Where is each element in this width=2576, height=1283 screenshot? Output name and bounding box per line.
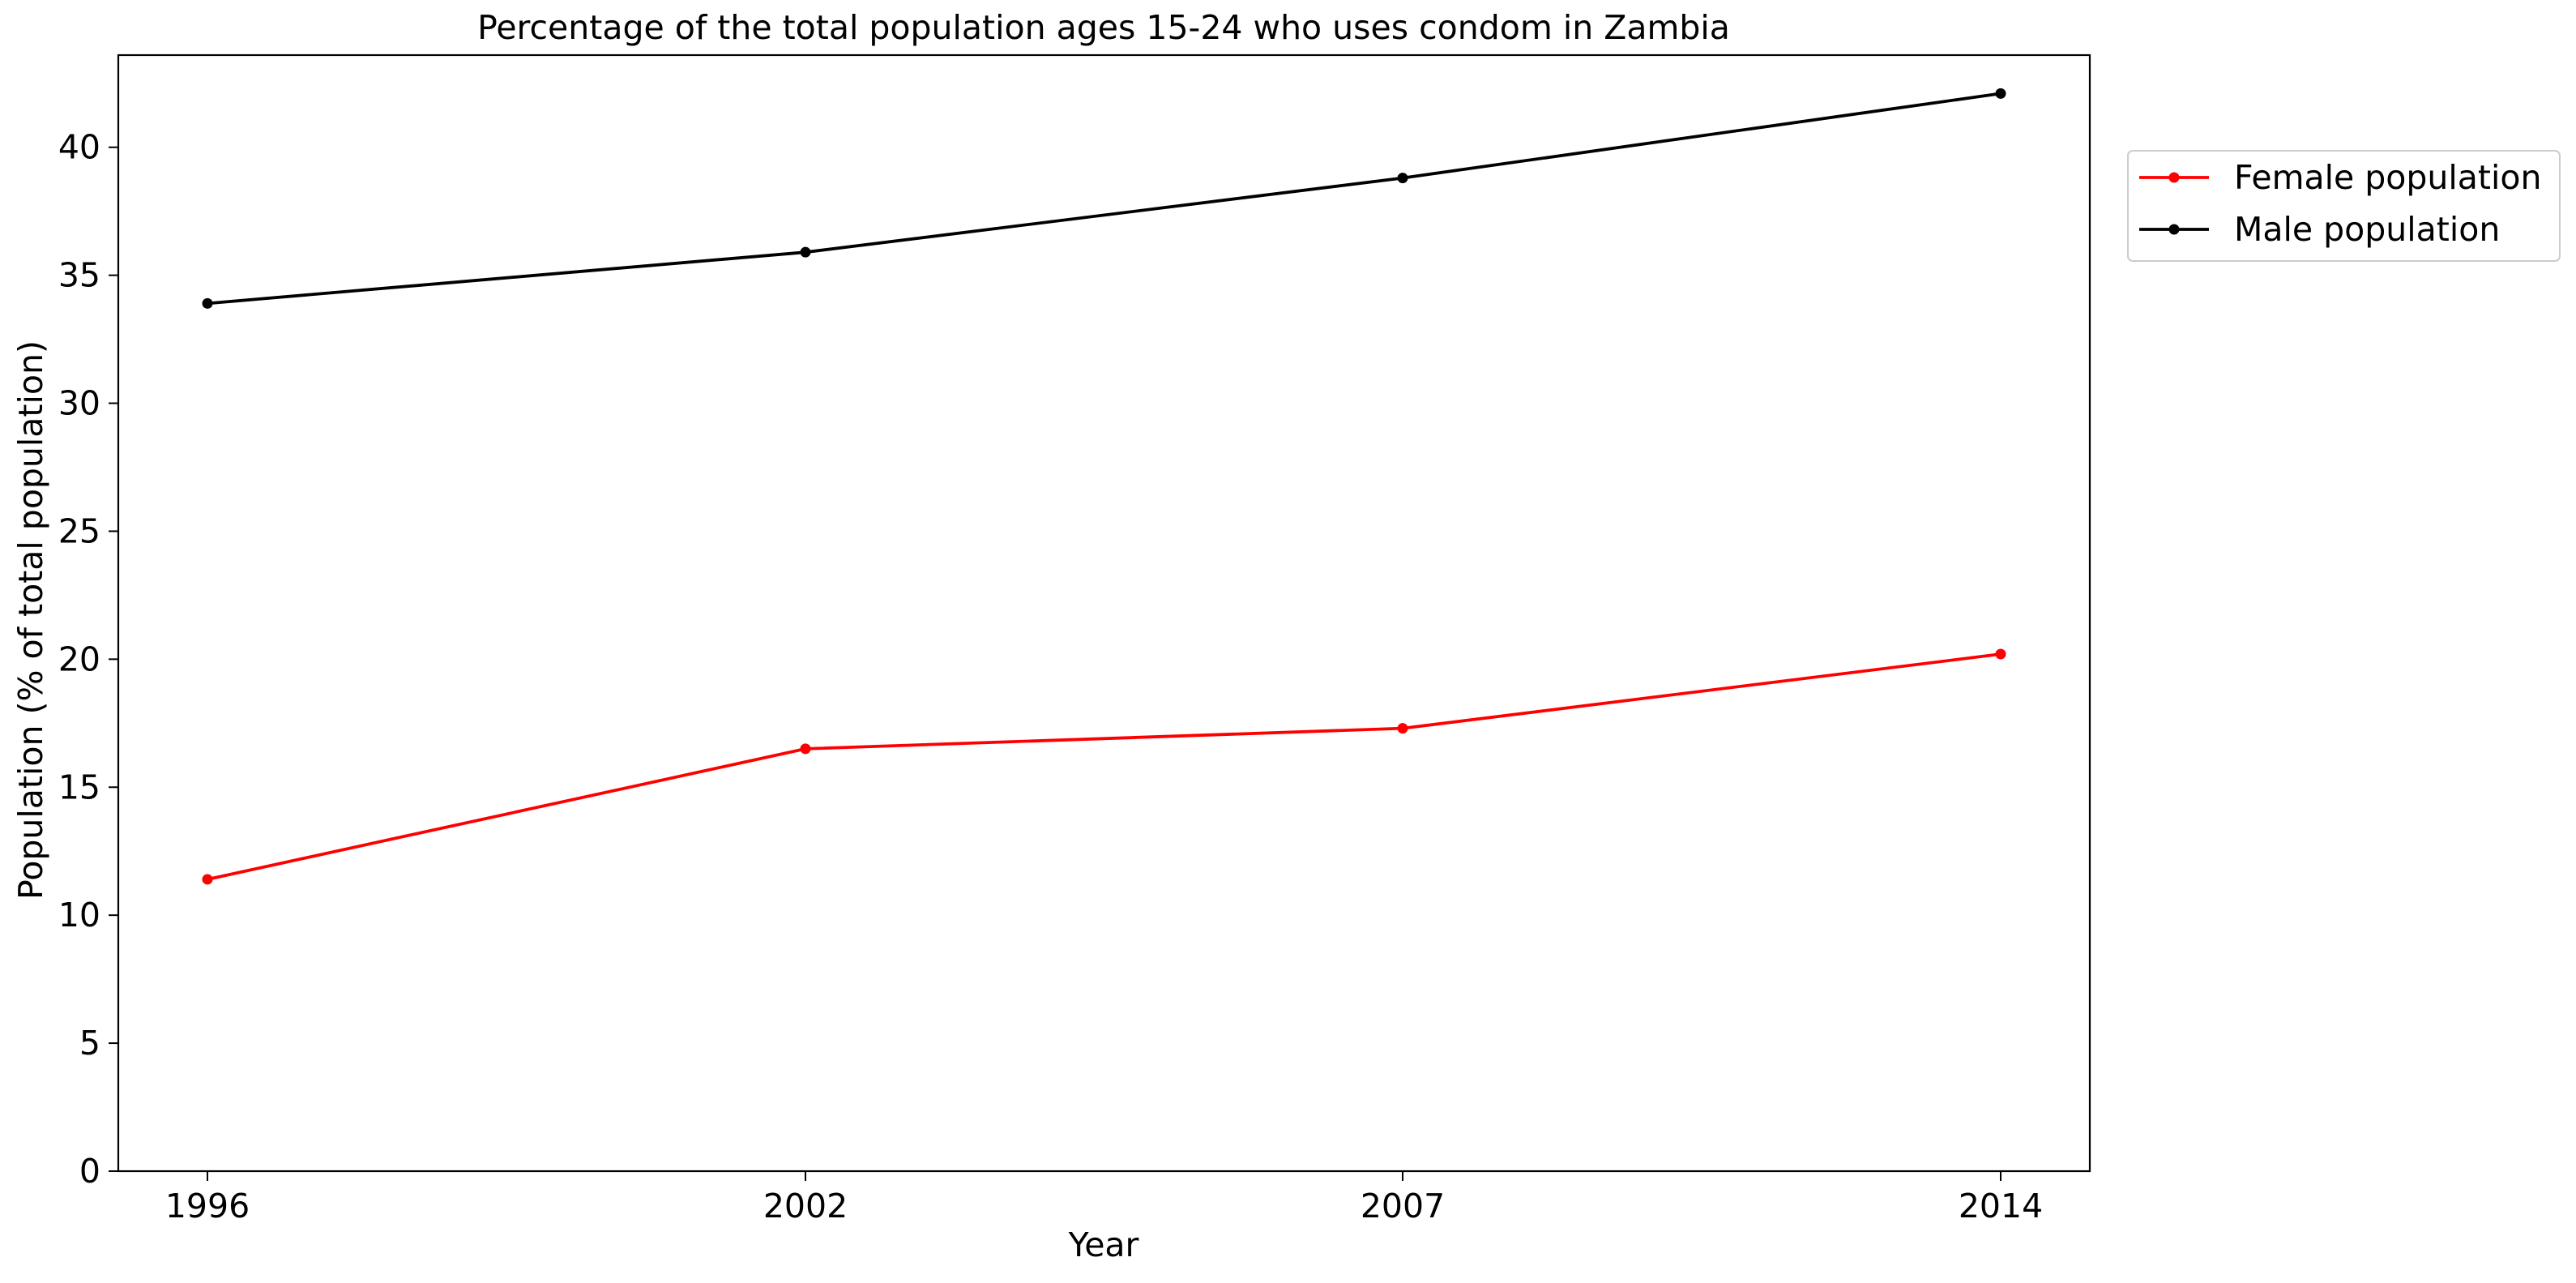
legend-marker [2168,224,2180,235]
y-tick-label: 5 [79,1024,100,1063]
y-axis-label: Population (% of total population) [11,340,50,900]
legend-item: Male population [2139,210,2500,249]
data-point [202,297,213,309]
data-point [800,246,811,258]
plot-area [117,53,2091,1173]
series-male-population [202,88,2006,309]
x-tick-label: 1996 [165,1187,250,1225]
legend: Female population Male population [2127,150,2561,262]
plot-frame [117,53,2091,1173]
legend-box [2127,150,2561,262]
legend-item: Female population [2139,158,2541,197]
chart-title: Percentage of the total population ages … [477,8,1730,47]
data-point [1995,648,2006,660]
data-point [1995,88,2006,99]
y-tick-label: 30 [58,384,100,423]
legend-marker [2168,172,2180,183]
data-point [202,874,213,885]
series-line [207,652,2001,881]
x-tick-label: 2007 [1361,1187,1445,1225]
y-axis: 0 5 10 15 20 25 30 35 40 [58,128,118,1191]
series-female-population [202,648,2006,885]
data-point [800,743,811,755]
x-axis: 1996 2002 2007 2014 [165,1171,2043,1225]
x-tick-label: 2002 [763,1187,848,1225]
y-tick-label: 0 [79,1152,100,1191]
y-tick-label: 40 [58,128,100,167]
legend-label: Male population [2234,210,2500,249]
data-point [1397,723,1408,734]
x-tick-label: 2014 [1959,1187,2043,1225]
y-tick-label: 25 [58,511,100,550]
legend-label: Female population [2234,158,2541,197]
series-layer [202,88,2006,885]
y-tick-label: 15 [58,768,100,806]
y-tick-label: 10 [58,896,100,934]
series-line [207,92,2001,306]
y-tick-label: 35 [58,256,100,295]
x-axis-label: Year [1068,1225,1139,1264]
data-point [1397,173,1408,184]
y-tick-label: 20 [58,639,100,678]
